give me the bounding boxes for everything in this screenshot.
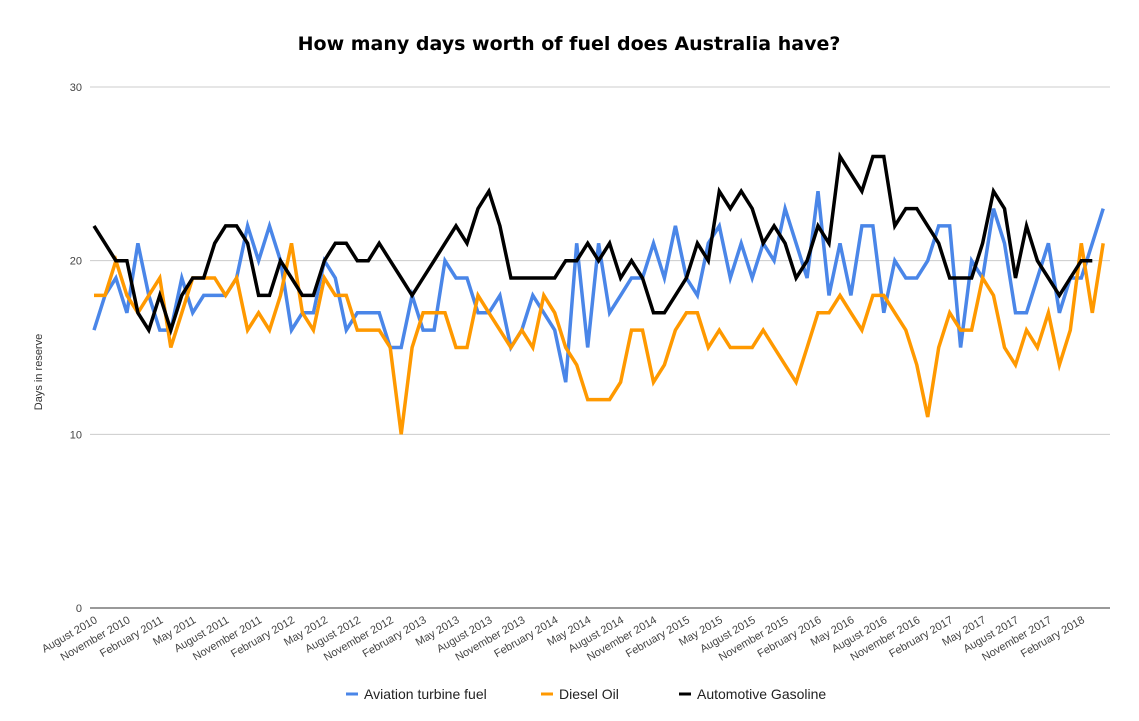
- y-tick-label: 30: [70, 82, 82, 94]
- y-tick-labels: 0 10 20 30: [70, 82, 82, 615]
- y-tick-label: 10: [70, 429, 82, 441]
- legend-item: Aviation turbine fuel: [346, 686, 487, 702]
- legend-item: Diesel Oil: [541, 686, 619, 702]
- chart-title: How many days worth of fuel does Austral…: [298, 33, 841, 55]
- y-tick-label: 0: [76, 603, 82, 615]
- legend-label: Diesel Oil: [559, 686, 619, 702]
- series-line-diesel-oil: [94, 242, 1105, 435]
- series-line-automotive-gasoline: [92, 151, 1093, 336]
- series-line-aviation-turbine-fuel: [92, 190, 1105, 383]
- y-tick-label: 20: [70, 256, 82, 268]
- y-axis-label: Days in reserve: [33, 334, 45, 410]
- legend-label: Aviation turbine fuel: [364, 686, 487, 702]
- legend: Aviation turbine fuel Diesel Oil Automotiv…: [346, 686, 826, 702]
- series-lines: [92, 151, 1105, 435]
- legend-label: Automotive Gasoline: [697, 686, 826, 702]
- gridlines: [90, 86, 1110, 609]
- legend-item: Automotive Gasoline: [679, 686, 826, 702]
